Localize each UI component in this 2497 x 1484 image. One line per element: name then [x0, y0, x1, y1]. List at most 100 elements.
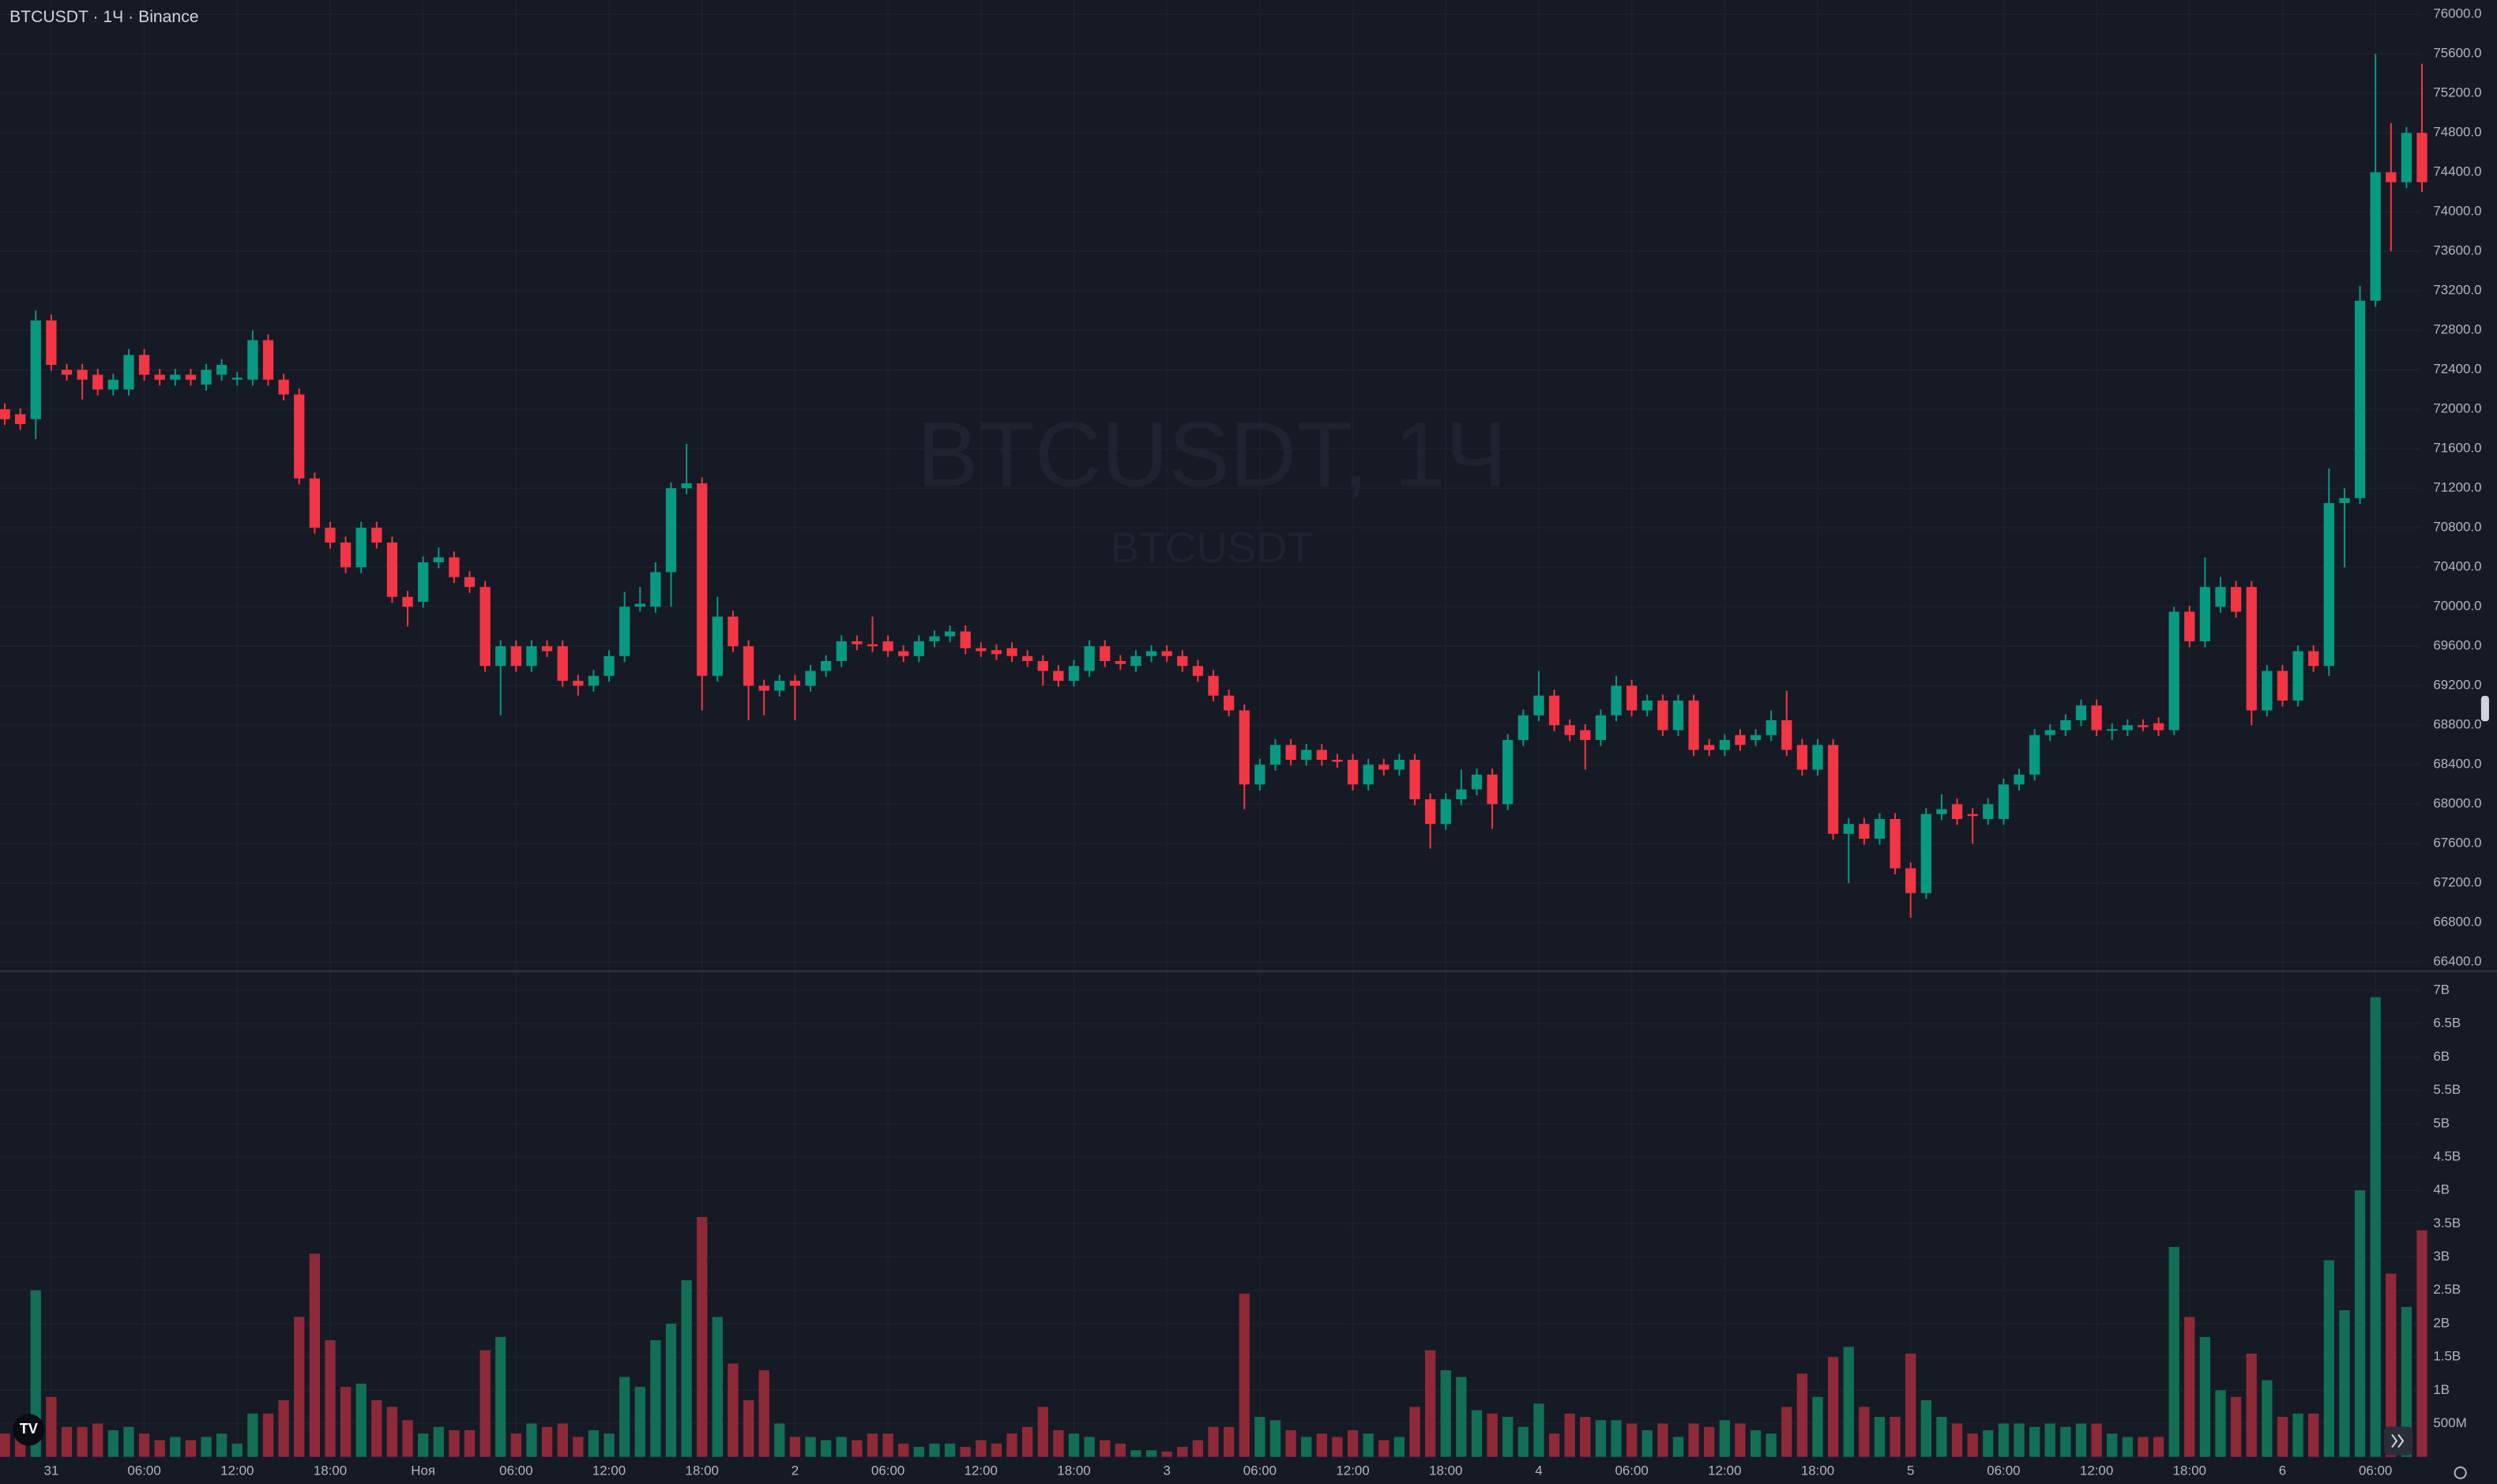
price-tick-label: 66400.0	[2433, 954, 2481, 969]
volume-tick-label: 500M	[2433, 1415, 2466, 1430]
candle-body	[201, 370, 212, 385]
candle-body	[1363, 765, 1374, 785]
candle-body	[1239, 710, 1250, 785]
volume-bar	[495, 1336, 506, 1457]
candle-body	[1781, 719, 1792, 750]
candle-body	[46, 320, 57, 365]
price-tick-label: 74800.0	[2433, 125, 2481, 140]
time-tick-label: 18:00	[1801, 1463, 1834, 1478]
candle-body	[1595, 715, 1607, 740]
volume-bar	[1859, 1407, 1870, 1457]
candle-body	[77, 370, 88, 380]
candle-body	[2401, 133, 2412, 182]
candle-body	[2246, 587, 2257, 711]
volume-bar	[1145, 1450, 1157, 1457]
volume-bar	[1580, 1417, 1591, 1457]
volume-bar	[2339, 1310, 2350, 1457]
candle-body	[557, 646, 568, 681]
candle-body	[0, 409, 10, 419]
candle-body	[2215, 587, 2226, 607]
volume-bar	[1254, 1417, 1265, 1457]
candle-body	[2323, 502, 2334, 667]
volume-bar	[1285, 1430, 1296, 1457]
volume-bar	[1626, 1423, 1638, 1457]
pane-resize-handle[interactable]	[2480, 696, 2489, 722]
volume-bar	[1951, 1423, 1963, 1457]
volume-bar	[2323, 1260, 2334, 1457]
price-tick-label: 68800.0	[2433, 717, 2481, 732]
volume-bar	[2416, 1230, 2427, 1457]
volume-tick-label: 3.5B	[2433, 1215, 2461, 1230]
candle-body	[1827, 745, 1839, 834]
time-tick-label: 6	[2279, 1463, 2286, 1478]
volume-bar	[2230, 1396, 2242, 1457]
candle-body	[185, 374, 197, 380]
candle-body	[1874, 819, 1886, 840]
candle-body	[1796, 745, 1808, 770]
candle-body	[1766, 719, 1777, 735]
price-tick-label: 70400.0	[2433, 559, 2481, 574]
volume-bar	[1393, 1437, 1405, 1457]
volume-bar	[1611, 1420, 1622, 1457]
time-tick-label: 31	[43, 1463, 58, 1478]
candle-body	[294, 394, 305, 479]
volume-bar	[805, 1437, 816, 1457]
volume-bar	[1456, 1377, 1467, 1457]
time-tick-label: 12:00	[1708, 1463, 1741, 1478]
tradingview-logo[interactable]: TV	[13, 1414, 45, 1446]
volume-bar	[247, 1413, 258, 1457]
candle-body	[262, 340, 274, 380]
volume-bar	[743, 1399, 754, 1457]
candle-body	[1145, 651, 1157, 656]
candle-body	[170, 374, 181, 380]
volume-bar	[170, 1437, 181, 1457]
volume-bar	[1595, 1420, 1607, 1457]
candle-body	[510, 646, 521, 667]
volume-bar	[1084, 1437, 1095, 1457]
volume-bar	[1332, 1437, 1343, 1457]
price-tick-label: 72800.0	[2433, 322, 2481, 337]
time-tick-label: 5	[1907, 1463, 1914, 1478]
volume-bar	[588, 1430, 600, 1457]
candle-body	[898, 651, 909, 656]
candle-body	[2122, 725, 2133, 731]
candle-body	[1100, 646, 1111, 661]
candle-body	[1998, 784, 2010, 820]
candle-body	[758, 686, 769, 691]
time-tick-label: Ноя	[411, 1463, 435, 1478]
price-tick-label: 71200.0	[2433, 480, 2481, 495]
volume-bar	[510, 1433, 521, 1457]
volume-bar	[479, 1350, 491, 1457]
candle-body	[2339, 498, 2350, 503]
candle-body	[15, 414, 26, 424]
volume-bar	[1068, 1433, 1080, 1457]
candle-body	[2044, 730, 2055, 735]
price-tick-label: 73200.0	[2433, 283, 2481, 298]
volume-bar	[1517, 1426, 1529, 1457]
time-tick-label: 06:00	[1987, 1463, 2020, 1478]
candle-body	[1951, 804, 1963, 820]
price-tick-label: 71600.0	[2433, 441, 2481, 456]
volume-bar	[1750, 1430, 1762, 1457]
volume-tick-label: 1.5B	[2433, 1349, 2461, 1364]
candle-body	[1161, 651, 1172, 656]
volume-bar	[929, 1443, 940, 1457]
settings-button[interactable]	[2454, 1466, 2467, 1479]
candle-body	[1192, 666, 1204, 676]
volume-bar	[107, 1430, 119, 1457]
candle-body	[836, 641, 847, 661]
candle-body	[1177, 656, 1188, 667]
price-tick-label: 69200.0	[2433, 678, 2481, 693]
volume-bar	[1548, 1433, 1560, 1457]
axes: 76000.0 75600.0 75200.0 74800.0 74400.0 74000…	[43, 6, 2481, 1478]
candle-body	[820, 660, 832, 671]
volume-bar	[278, 1399, 289, 1457]
symbol-title: BTCUSDT · 1Ч · Binance	[9, 8, 198, 26]
time-tick-label: 2	[792, 1463, 799, 1478]
volume-bar	[1006, 1433, 1017, 1457]
candle-body	[1611, 686, 1622, 716]
scroll-right-button[interactable]	[2383, 1426, 2413, 1456]
volume-bar	[1037, 1407, 1048, 1457]
volume-bar	[154, 1440, 165, 1457]
